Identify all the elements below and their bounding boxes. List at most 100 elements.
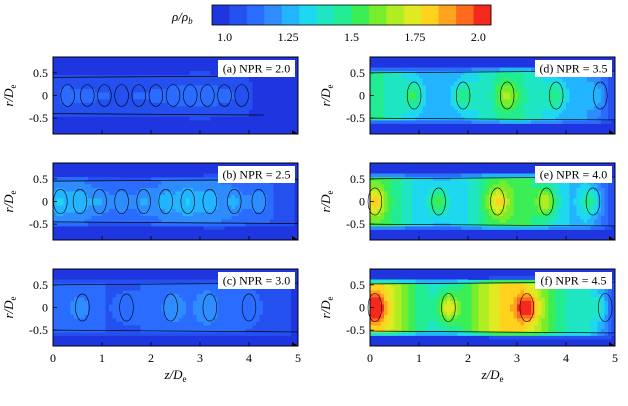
density-cell (280, 304, 285, 308)
density-cell (189, 283, 194, 287)
colorbar-swatch (316, 5, 335, 25)
density-cell (401, 205, 406, 209)
density-cell (608, 116, 612, 121)
density-cell (604, 102, 609, 107)
density-cell (193, 226, 197, 230)
density-cell (611, 78, 616, 82)
density-cell (140, 297, 145, 301)
density-cell (447, 191, 451, 195)
density-cell (231, 290, 236, 294)
density-cell (562, 88, 567, 93)
density-cell (137, 99, 141, 103)
density-cell (221, 109, 225, 114)
density-cell (186, 177, 190, 181)
density-cell (256, 198, 260, 202)
density-cell (475, 78, 479, 82)
density-cell (496, 92, 500, 96)
density-cell (235, 184, 239, 188)
density-cell (123, 191, 127, 195)
density-cell (144, 102, 148, 107)
density-cell (287, 314, 292, 319)
density-cell (468, 198, 472, 202)
density-cell (457, 113, 462, 117)
density-cell (263, 109, 267, 114)
density-cell (503, 106, 507, 110)
density-cell (527, 85, 532, 89)
density-cell (273, 184, 278, 188)
density-cell (496, 116, 500, 121)
density-cell (415, 109, 420, 114)
density-cell (405, 205, 409, 209)
density-cell (370, 180, 374, 185)
density-cell (387, 88, 392, 93)
density-cell (401, 198, 406, 202)
density-cell (130, 187, 134, 192)
density-cell (294, 194, 299, 199)
density-cell (231, 325, 236, 329)
density-cell (224, 99, 229, 103)
density-cell (147, 106, 152, 110)
density-cell (263, 113, 267, 117)
density-cell (259, 78, 264, 82)
density-cell (454, 120, 458, 124)
density-cell (468, 201, 472, 206)
contour-line (406, 81, 422, 110)
density-cell (98, 109, 103, 114)
density-cell (252, 300, 257, 305)
density-cell (273, 187, 278, 192)
density-cell (277, 198, 281, 202)
density-cell (74, 81, 78, 86)
density-cell (252, 116, 257, 121)
density-cell (433, 67, 437, 72)
density-cell (81, 311, 85, 315)
density-cell (217, 208, 222, 213)
density-cell (531, 109, 535, 114)
density-cell (235, 208, 239, 213)
density-cell (242, 205, 246, 209)
density-cell (513, 113, 518, 117)
density-cell (238, 297, 243, 301)
density-cell (231, 304, 236, 308)
density-cell (81, 212, 85, 216)
density-cell (422, 67, 427, 72)
density-cell (53, 92, 57, 96)
density-cell (165, 177, 169, 181)
density-cell (179, 328, 183, 333)
density-cell (144, 177, 148, 181)
density-cell (548, 95, 553, 100)
density-cell (541, 102, 546, 107)
density-cell (394, 226, 399, 230)
density-cell (116, 88, 120, 93)
density-cell (133, 102, 138, 107)
density-cell (116, 219, 120, 223)
density-cell (280, 201, 285, 206)
density-cell (534, 102, 539, 107)
density-cell (408, 177, 413, 181)
density-cell (440, 88, 444, 93)
contour-line (80, 84, 95, 107)
density-cell (224, 212, 229, 216)
density-cell (224, 92, 229, 96)
density-cell (440, 81, 444, 86)
density-cell (179, 318, 183, 322)
density-cell (151, 321, 155, 326)
density-cell (165, 325, 169, 329)
density-cell (214, 78, 218, 82)
density-cell (419, 198, 423, 202)
density-cell (88, 279, 92, 284)
density-cell (287, 191, 292, 195)
density-cell (182, 113, 187, 117)
density-cell (538, 95, 542, 100)
density-cell (259, 311, 264, 315)
density-cell (284, 311, 288, 315)
density-cell (193, 71, 197, 75)
density-cell (175, 297, 180, 301)
density-cell (105, 321, 110, 326)
density-cell (203, 194, 208, 199)
density-cell (249, 297, 253, 301)
density-cell (478, 212, 483, 216)
density-cell (429, 67, 434, 72)
density-cell (60, 95, 64, 100)
density-cell (91, 92, 96, 96)
density-cell (102, 81, 106, 86)
